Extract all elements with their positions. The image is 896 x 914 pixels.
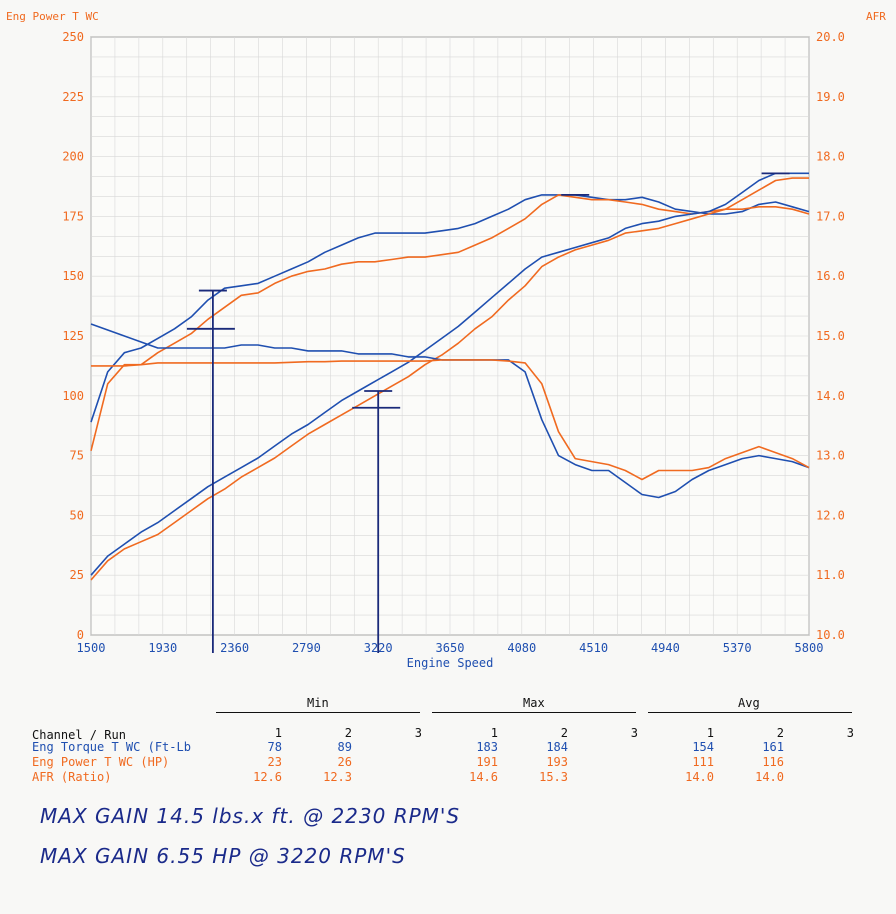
y-right-tick-label: 19.0 (816, 90, 845, 104)
group-avg-label: Avg (738, 696, 760, 710)
stat-value-max: 183 (476, 740, 498, 754)
y-right-tick-label: 18.0 (816, 150, 845, 164)
x-tick-label: 5370 (723, 641, 752, 655)
y-left-tick-label: 100 (62, 389, 84, 403)
group-max-rule (432, 712, 636, 713)
channel-run-header: Channel / Run (32, 728, 126, 742)
dyno-chart: 1500193023602790322036504080451049405370… (6, 10, 886, 670)
stat-value-max: 184 (546, 740, 568, 754)
group-min-label: Min (307, 696, 329, 710)
y-left-tick-label: 200 (62, 150, 84, 164)
handwritten-note-power: MAX GAIN 6.55 HP @ 3220 RPM'S (40, 844, 406, 868)
y-axis-left-label: Eng Power T WC (6, 10, 99, 23)
group-max-label: Max (523, 696, 545, 710)
y-right-tick-label: 16.0 (816, 269, 845, 283)
stat-value-max: 15.3 (539, 770, 568, 784)
stat-value-min: 78 (267, 740, 282, 754)
y-right-tick-label: 17.0 (816, 209, 845, 223)
x-tick-label: 5800 (795, 641, 824, 655)
y-right-tick-label: 10.0 (816, 628, 845, 642)
channel-label: Eng Power T WC (HP) (32, 755, 170, 769)
y-left-tick-label: 75 (70, 449, 84, 463)
x-tick-label: 3650 (436, 641, 465, 655)
series-line-run-2-left (90, 177, 809, 581)
series-line-run-1-left (90, 194, 810, 423)
run-number-header: 1 (490, 726, 498, 740)
x-tick-label: 4080 (507, 641, 536, 655)
stat-value-min: 12.3 (323, 770, 352, 784)
y-left-tick-label: 250 (62, 30, 84, 44)
stat-value-avg: 161 (762, 740, 784, 754)
x-tick-label: 4940 (651, 641, 680, 655)
chart-grid (90, 36, 810, 636)
y-left-tick-label: 125 (62, 329, 84, 343)
y-left-tick-label: 0 (77, 628, 84, 642)
y-right-tick-label: 12.0 (816, 508, 845, 522)
y-left-tick-label: 175 (62, 209, 84, 223)
stat-value-min: 23 (267, 755, 282, 769)
x-tick-label: 2360 (220, 641, 249, 655)
stat-value-max: 14.6 (469, 770, 498, 784)
y-left-tick-label: 25 (70, 568, 84, 582)
run-number-header: 1 (706, 726, 714, 740)
chart-series (90, 172, 810, 581)
x-tick-label: 4510 (579, 641, 608, 655)
channel-label: Eng Torque T WC (Ft-Lb (32, 740, 191, 754)
stat-value-min: 89 (337, 740, 352, 754)
run-number-header: 3 (846, 726, 854, 740)
run-number-header: 2 (344, 726, 352, 740)
y-right-tick-label: 13.0 (816, 449, 845, 463)
y-right-tick-label: 20.0 (816, 30, 845, 44)
y-right-tick-label: 14.0 (816, 389, 845, 403)
stat-value-avg: 14.0 (685, 770, 714, 784)
y-axis-right-label: AFR (866, 10, 886, 23)
stat-value-min: 26 (337, 755, 352, 769)
x-tick-label: 1930 (148, 641, 177, 655)
stat-value-avg: 14.0 (755, 770, 784, 784)
handwritten-note-torque: MAX GAIN 14.5 lbs.x ft. @ 2230 RPM'S (40, 804, 461, 828)
run-number-header: 3 (414, 726, 422, 740)
stat-value-max: 193 (546, 755, 568, 769)
run-number-header: 2 (560, 726, 568, 740)
stat-value-avg: 154 (692, 740, 714, 754)
run-number-header: 1 (274, 726, 282, 740)
y-left-tick-label: 225 (62, 90, 84, 104)
series-line-run-1-left (90, 172, 809, 576)
group-avg-rule (648, 712, 852, 713)
run-number-header: 3 (630, 726, 638, 740)
stat-value-min: 12.6 (253, 770, 282, 784)
x-tick-label: 1500 (77, 641, 106, 655)
stat-value-avg: 116 (762, 755, 784, 769)
handwritten-markers (186, 172, 790, 653)
y-left-tick-label: 50 (70, 508, 84, 522)
group-min-rule (216, 712, 420, 713)
x-axis-label: Engine Speed (407, 656, 494, 670)
x-tick-label: 2790 (292, 641, 321, 655)
y-right-tick-label: 15.0 (816, 329, 845, 343)
run-number-header: 2 (776, 726, 784, 740)
chart-axes: 1500193023602790322036504080451049405370… (62, 30, 845, 655)
channel-label: AFR (Ratio) (32, 770, 112, 784)
series-line-run-2-right (91, 359, 810, 481)
stat-value-avg: 111 (692, 755, 714, 769)
y-left-tick-label: 150 (62, 269, 84, 283)
y-right-tick-label: 11.0 (816, 568, 845, 582)
stat-value-max: 191 (476, 755, 498, 769)
